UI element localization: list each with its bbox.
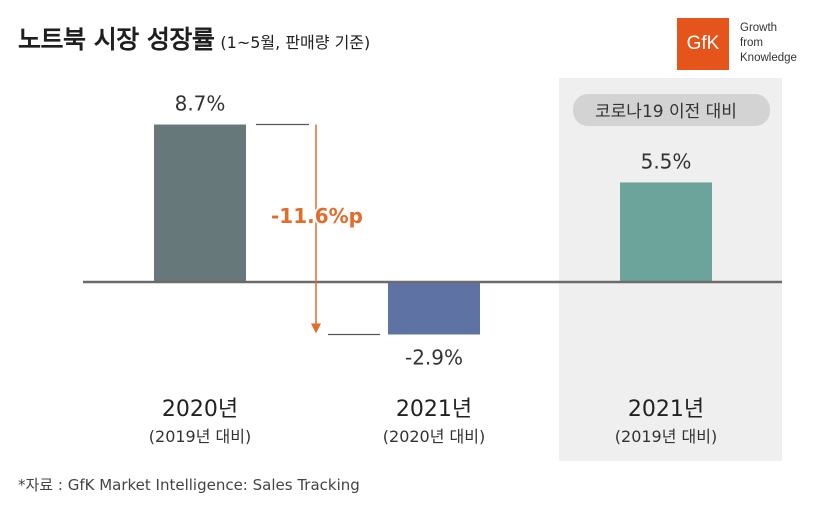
- category-sublabel: (2019년 대비): [149, 427, 251, 446]
- source-note: *자료 : GfK Market Intelligence: Sales Tra…: [18, 476, 360, 494]
- bar: [620, 182, 712, 282]
- category-label: 2020년: [162, 397, 238, 422]
- gfk-logo-mark: GfK: [677, 18, 729, 70]
- gfk-logo: GfK Growth from Knowledge: [677, 18, 797, 70]
- highlight-badge-label: 코로나19 이전 대비: [595, 102, 737, 122]
- tagline-line: from: [740, 37, 763, 49]
- data-label: 8.7%: [175, 92, 226, 116]
- gfk-logo-tagline: Growth from Knowledge: [740, 21, 797, 66]
- data-label: 5.5%: [641, 149, 692, 173]
- category-label: 2021년: [628, 397, 704, 422]
- bar: [388, 282, 480, 335]
- difference-label: -11.6%p: [271, 204, 363, 228]
- title-subtitle: (1~5월, 판매량 기준): [220, 33, 371, 52]
- tagline-line: Growth: [740, 22, 778, 34]
- category-sublabel: (2019년 대비): [615, 427, 717, 446]
- tagline-line: Knowledge: [740, 52, 797, 64]
- category-label: 2021년: [396, 397, 472, 422]
- title-main: 노트북 시장 성장률: [18, 25, 215, 54]
- bar: [154, 124, 246, 282]
- data-label: -2.9%: [405, 345, 463, 369]
- highlight-badge: [573, 94, 770, 126]
- difference-arrow-head: [311, 323, 321, 334]
- chart-title: 노트북 시장 성장률 (1~5월, 판매량 기준): [18, 20, 370, 56]
- category-sublabel: (2020년 대비): [383, 427, 485, 446]
